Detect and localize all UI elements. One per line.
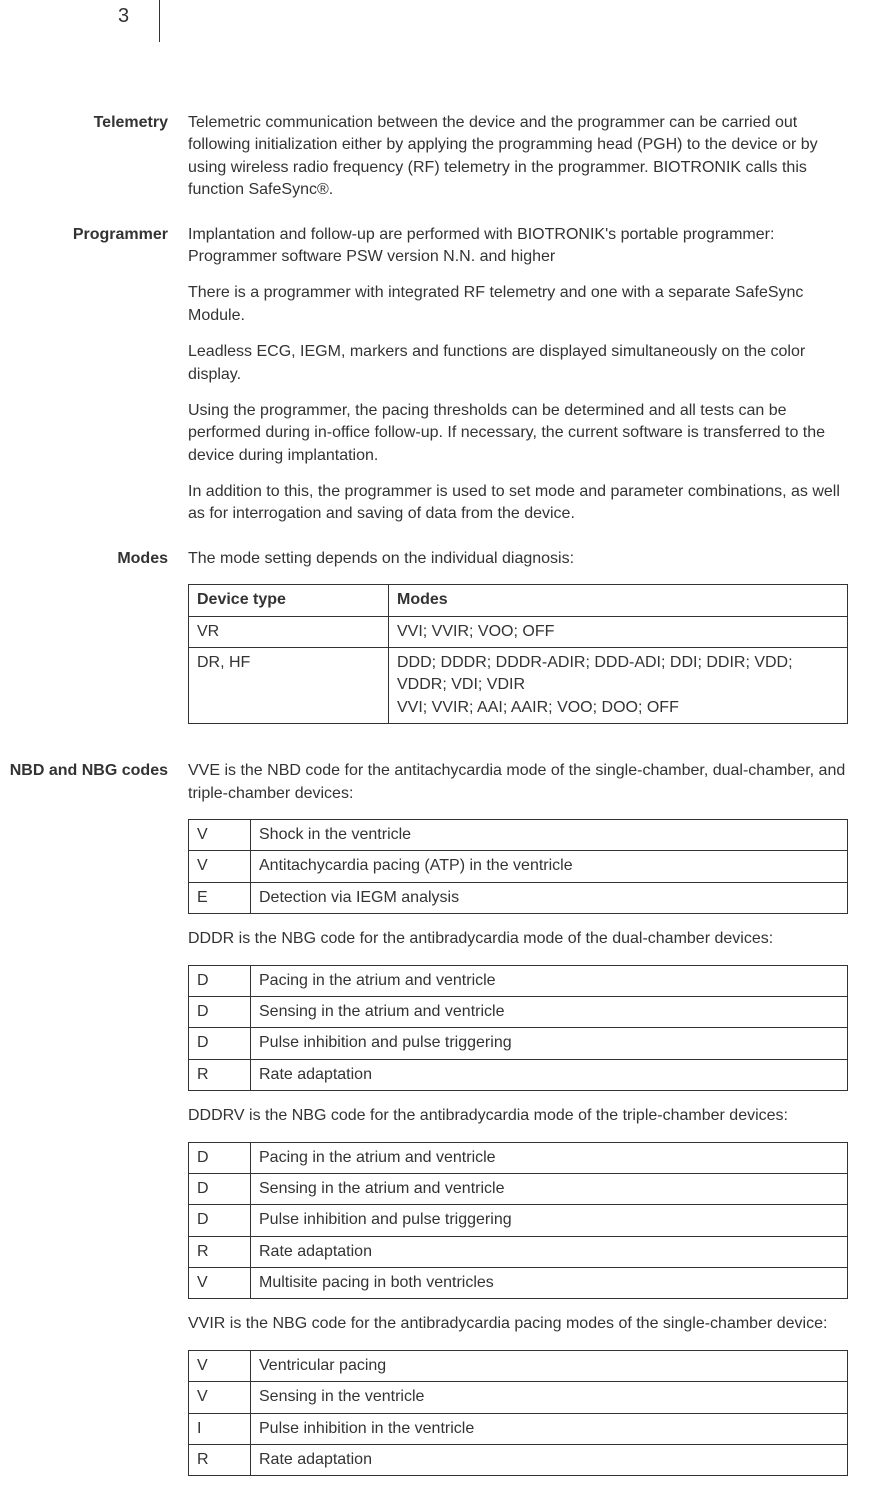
dddrv-table: DPacing in the atrium and ventricle DSen… [188, 1142, 848, 1300]
modes-cell-device: VR [189, 616, 389, 647]
code-cell: D [189, 965, 251, 996]
table-row: RRate adaptation [189, 1236, 848, 1267]
programmer-para-0: Implantation and follow-up are performed… [188, 224, 848, 269]
code-cell: V [189, 1268, 251, 1299]
table-row: DPulse inhibition and pulse triggering [189, 1028, 848, 1059]
section-programmer: Programmer Implantation and follow-up ar… [0, 224, 878, 526]
page-divider [159, 0, 160, 42]
modes-cell-modes: DDD; DDDR; DDDR-ADIR; DDD-ADI; DDI; DDIR… [389, 648, 848, 724]
code-cell: V [189, 1350, 251, 1381]
dddr-intro: DDDR is the NBG code for the antibradyca… [188, 928, 848, 950]
dddr-table: DPacing in the atrium and ventricle DSen… [188, 965, 848, 1092]
section-label-nbd: NBD and NBG codes [0, 760, 188, 1490]
desc-cell: Pulse inhibition and pulse triggering [251, 1028, 848, 1059]
table-row: DPacing in the atrium and ventricle [189, 1142, 848, 1173]
desc-cell: Pacing in the atrium and ventricle [251, 1142, 848, 1173]
desc-cell: Rate adaptation [251, 1445, 848, 1476]
table-row: VShock in the ventricle [189, 819, 848, 850]
section-label-programmer: Programmer [0, 224, 188, 526]
code-cell: R [189, 1059, 251, 1090]
modes-table: Device type Modes VR VVI; VVIR; VOO; OFF… [188, 584, 848, 724]
dddrv-intro: DDDRV is the NBG code for the antibradyc… [188, 1105, 848, 1127]
table-row: DPacing in the atrium and ventricle [189, 965, 848, 996]
telemetry-text: Telemetric communication between the dev… [188, 112, 848, 202]
desc-cell: Antitachycardia pacing (ATP) in the vent… [251, 851, 848, 882]
desc-cell: Pulse inhibition in the ventricle [251, 1413, 848, 1444]
table-row: VVentricular pacing [189, 1350, 848, 1381]
table-row: Device type Modes [189, 585, 848, 616]
code-cell: V [189, 1382, 251, 1413]
code-cell: V [189, 851, 251, 882]
section-telemetry: Telemetry Telemetric communication betwe… [0, 112, 878, 202]
desc-cell: Pulse inhibition and pulse triggering [251, 1205, 848, 1236]
desc-cell: Multisite pacing in both ventricles [251, 1268, 848, 1299]
modes-cell-device: DR, HF [189, 648, 389, 724]
code-cell: D [189, 1173, 251, 1204]
page-number: 3 [0, 0, 159, 28]
desc-cell: Sensing in the atrium and ventricle [251, 1173, 848, 1204]
desc-cell: Shock in the ventricle [251, 819, 848, 850]
code-cell: D [189, 1142, 251, 1173]
desc-cell: Sensing in the atrium and ventricle [251, 996, 848, 1027]
code-cell: D [189, 996, 251, 1027]
code-cell: D [189, 1205, 251, 1236]
desc-cell: Sensing in the ventricle [251, 1382, 848, 1413]
programmer-para-4: In addition to this, the programmer is u… [188, 481, 848, 526]
code-cell: R [189, 1236, 251, 1267]
section-content-modes: The mode setting depends on the individu… [188, 548, 878, 738]
code-cell: V [189, 819, 251, 850]
modes-header-modes: Modes [389, 585, 848, 616]
page-header: 3 [0, 0, 878, 42]
table-row: DSensing in the atrium and ventricle [189, 996, 848, 1027]
table-row: DSensing in the atrium and ventricle [189, 1173, 848, 1204]
code-cell: E [189, 882, 251, 913]
modes-intro: The mode setting depends on the individu… [188, 548, 848, 570]
table-row: DPulse inhibition and pulse triggering [189, 1205, 848, 1236]
table-row: VR VVI; VVIR; VOO; OFF [189, 616, 848, 647]
vvir-table: VVentricular pacing VSensing in the vent… [188, 1350, 848, 1477]
section-content-programmer: Implantation and follow-up are performed… [188, 224, 878, 526]
code-cell: I [189, 1413, 251, 1444]
section-content-nbd: VVE is the NBD code for the antitachycar… [188, 760, 878, 1490]
section-nbd: NBD and NBG codes VVE is the NBD code fo… [0, 760, 878, 1490]
table-row: IPulse inhibition in the ventricle [189, 1413, 848, 1444]
table-row: VAntitachycardia pacing (ATP) in the ven… [189, 851, 848, 882]
table-row: RRate adaptation [189, 1445, 848, 1476]
vve-table: VShock in the ventricle VAntitachycardia… [188, 819, 848, 914]
section-modes: Modes The mode setting depends on the in… [0, 548, 878, 738]
desc-cell: Rate adaptation [251, 1236, 848, 1267]
table-row: VMultisite pacing in both ventricles [189, 1268, 848, 1299]
modes-cell-modes: VVI; VVIR; VOO; OFF [389, 616, 848, 647]
vve-intro: VVE is the NBD code for the antitachycar… [188, 760, 848, 805]
desc-cell: Pacing in the atrium and ventricle [251, 965, 848, 996]
section-label-telemetry: Telemetry [0, 112, 188, 202]
table-row: VSensing in the ventricle [189, 1382, 848, 1413]
desc-cell: Detection via IEGM analysis [251, 882, 848, 913]
section-content-telemetry: Telemetric communication between the dev… [188, 112, 878, 202]
desc-cell: Rate adaptation [251, 1059, 848, 1090]
desc-cell: Ventricular pacing [251, 1350, 848, 1381]
table-row: EDetection via IEGM analysis [189, 882, 848, 913]
programmer-para-2: Leadless ECG, IEGM, markers and function… [188, 341, 848, 386]
table-row: DR, HF DDD; DDDR; DDDR-ADIR; DDD-ADI; DD… [189, 648, 848, 724]
vvir-intro: VVIR is the NBG code for the antibradyca… [188, 1313, 848, 1335]
section-label-modes: Modes [0, 548, 188, 738]
table-row: RRate adaptation [189, 1059, 848, 1090]
code-cell: D [189, 1028, 251, 1059]
modes-header-device: Device type [189, 585, 389, 616]
programmer-para-1: There is a programmer with integrated RF… [188, 282, 848, 327]
code-cell: R [189, 1445, 251, 1476]
programmer-para-3: Using the programmer, the pacing thresho… [188, 400, 848, 467]
